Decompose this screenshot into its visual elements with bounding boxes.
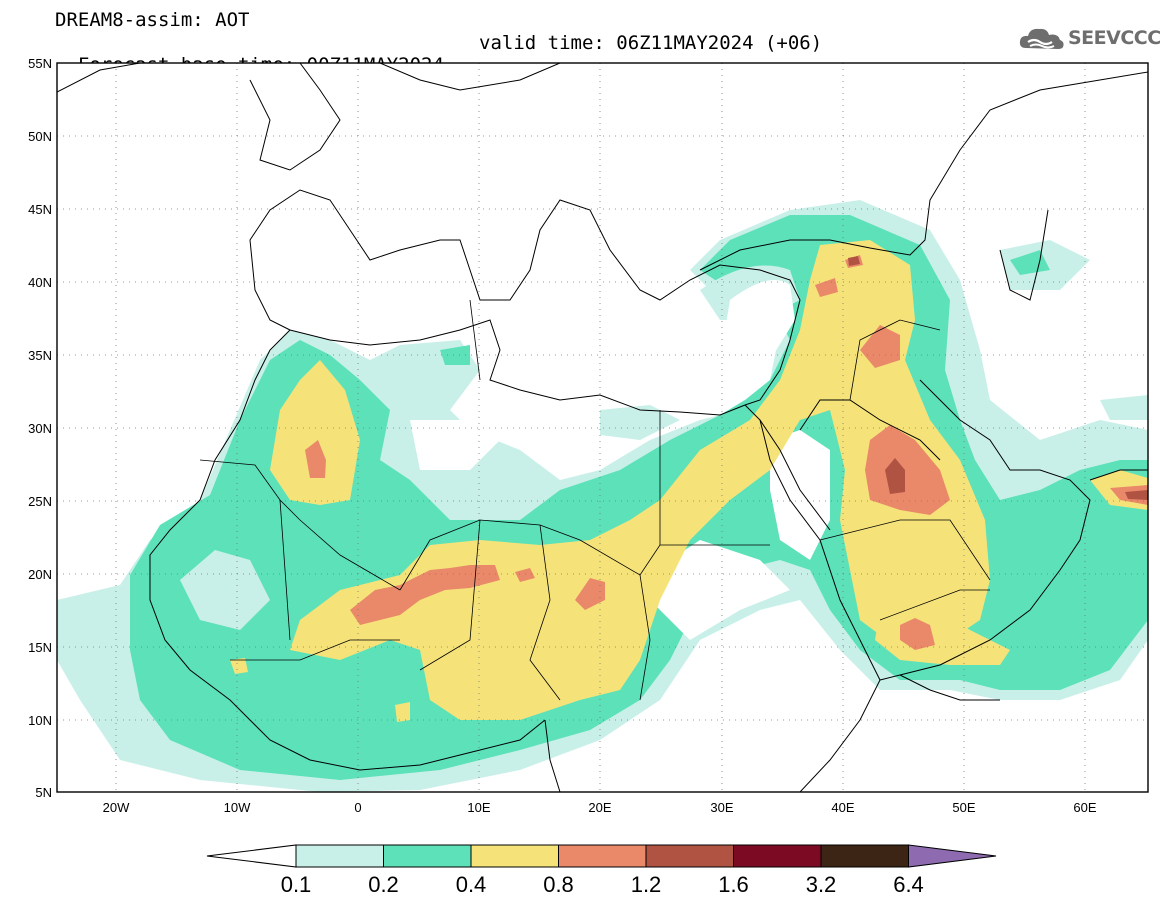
lat-tick-label: 35N <box>28 348 52 363</box>
lat-tick-label: 25N <box>28 494 52 509</box>
lat-tick-label: 40N <box>28 275 52 290</box>
lat-axis: 55N 50N 45N 40N 35N 30N 25N 20N 15N 10N … <box>28 56 52 800</box>
colorbar-high-arrow <box>908 844 997 868</box>
lon-tick-label: 20W <box>103 800 130 815</box>
country-borders <box>199 299 991 701</box>
colorbar-swatch <box>383 844 472 868</box>
colorbar-swatch <box>820 844 909 868</box>
lon-tick-label: 0 <box>354 800 361 815</box>
lat-tick-label: 55N <box>28 56 52 71</box>
lon-axis: 20W 10W 0 10E 20E 30E 40E 50E 60E <box>103 800 1097 815</box>
lat-tick-label: 10N <box>28 713 52 728</box>
lon-tick-label: 30E <box>710 800 733 815</box>
lon-tick-label: 50E <box>952 800 975 815</box>
colorbar-swatch <box>645 844 734 868</box>
title-line-1: DREAM8-assim: AOT <box>55 9 250 31</box>
seevccc-logo: SEEVCCC <box>1018 24 1161 54</box>
colorbar-swatch <box>733 844 822 868</box>
aot-level-0-4 <box>230 240 1148 722</box>
colorbar-label: 6.4 <box>893 872 924 897</box>
lat-tick-label: 30N <box>28 421 52 436</box>
lon-tick-label: 10E <box>467 800 490 815</box>
lon-tick-label: 60E <box>1073 800 1096 815</box>
coastlines <box>57 63 1148 792</box>
cloud-logo-icon <box>1019 28 1064 49</box>
colorbar-swatch <box>470 844 559 868</box>
lat-tick-label: 20N <box>28 567 52 582</box>
colorbar-swatch <box>558 844 647 868</box>
colorbar-label: 0.4 <box>456 872 487 897</box>
aot-field <box>57 63 1148 792</box>
colorbar: 0.1 0.2 0.4 0.8 1.2 1.6 3.2 6.4 <box>206 844 997 897</box>
lon-tick-label: 40E <box>831 800 854 815</box>
colorbar-label: 0.1 <box>281 872 312 897</box>
aot-background-holes <box>410 280 830 640</box>
lat-tick-label: 15N <box>28 640 52 655</box>
aot-level-1-2 <box>848 256 1148 500</box>
colorbar-label: 1.2 <box>631 872 662 897</box>
map-frame <box>56 62 1149 793</box>
colorbar-label: 3.2 <box>806 872 837 897</box>
lat-tick-label: 5N <box>35 785 52 800</box>
lon-tick-label: 10W <box>224 800 251 815</box>
colorbar-label: 0.2 <box>368 872 399 897</box>
lat-tick-label: 50N <box>28 129 52 144</box>
valid-time: valid time: 06Z11MAY2024 (+06) <box>479 32 823 54</box>
colorbar-low-arrow <box>206 844 297 868</box>
colorbar-label: 1.6 <box>718 872 749 897</box>
lon-tick-label: 20E <box>588 800 611 815</box>
colorbar-label: 0.8 <box>543 872 574 897</box>
colorbar-swatch <box>295 844 384 868</box>
logo-text: SEEVCCC <box>1068 27 1161 49</box>
aot-level-0-8 <box>305 255 1148 650</box>
lat-tick-label: 45N <box>28 202 52 217</box>
